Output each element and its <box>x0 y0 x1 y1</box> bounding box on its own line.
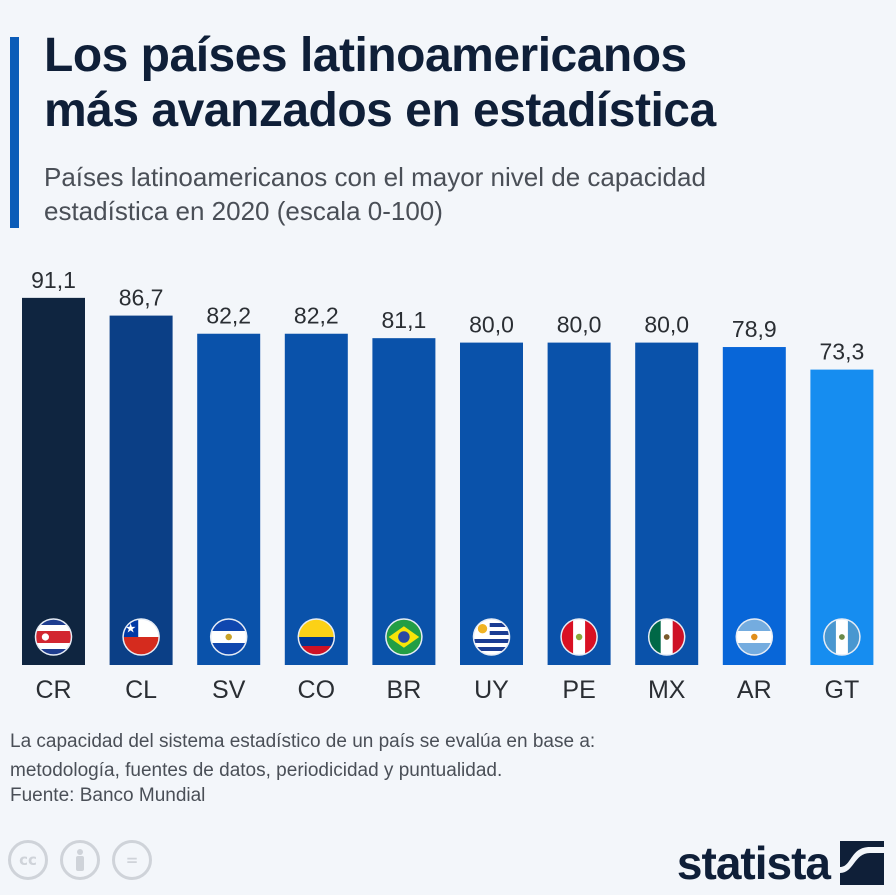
x-tick-label-sv: SV <box>212 676 246 704</box>
brazil-flag-icon <box>385 618 423 656</box>
bar-sv <box>197 333 261 665</box>
bar-uy <box>460 342 523 665</box>
bar-chart: 91,1 CR 86,7 ★ CL 82,2 SV 82,2 CO 81,1 BR 80,0 UY 80,… <box>22 267 874 704</box>
title-accent-bar <box>10 37 19 228</box>
bar-cl <box>109 315 173 665</box>
argentina-flag-icon <box>735 618 774 656</box>
svg-text:★: ★ <box>125 621 136 636</box>
value-label-ar: 78,9 <box>732 316 777 342</box>
value-label-sv: 82,2 <box>206 303 251 329</box>
x-tick-label-br: BR <box>387 676 422 704</box>
x-tick-label-co: CO <box>298 676 336 704</box>
bar-br <box>372 338 436 665</box>
subtitle: Países latinoamericanos con el mayor niv… <box>44 160 894 228</box>
chile-flag-icon: ★ <box>122 618 160 656</box>
x-tick-label-ar: AR <box>737 676 772 704</box>
value-label-gt: 73,3 <box>820 339 865 365</box>
person-icon <box>76 849 84 871</box>
colombia-flag-icon <box>297 618 336 656</box>
attribution-icon[interactable] <box>60 840 100 880</box>
subtitle-line-1: Países latinoamericanos con el mayor niv… <box>44 162 706 192</box>
page-title: Los países latinoamericanos más avanzado… <box>44 28 894 138</box>
mexico-flag-icon <box>647 618 686 656</box>
value-label-cl: 86,7 <box>119 285 164 311</box>
title-line-2: más avanzados en estadística <box>44 84 716 137</box>
value-label-br: 81,1 <box>382 307 427 333</box>
x-tick-label-cr: CR <box>35 676 71 704</box>
license-icons: cc = <box>8 840 152 880</box>
footnote-line-1: La capacidad del sistema estadístico de … <box>10 731 596 752</box>
bar-gt <box>810 369 874 665</box>
logo-text: statista <box>676 837 831 889</box>
footnote: La capacidad del sistema estadístico de … <box>10 727 880 785</box>
title-line-1: Los países latinoamericanos <box>44 29 687 82</box>
bar-mx <box>635 342 699 665</box>
x-tick-label-uy: UY <box>474 676 509 704</box>
value-label-co: 82,2 <box>294 303 339 329</box>
value-label-mx: 80,0 <box>644 312 689 338</box>
value-label-pe: 80,0 <box>557 312 602 338</box>
statista-logo[interactable]: statista <box>677 838 884 888</box>
bar-pe <box>547 342 611 665</box>
peru-flag-icon <box>560 618 598 656</box>
value-label-uy: 80,0 <box>469 312 514 338</box>
x-tick-label-cl: CL <box>125 676 157 704</box>
el-salvador-flag-icon <box>209 618 248 656</box>
source-text: Fuente: Banco Mundial <box>10 785 206 806</box>
bar-co <box>284 333 348 665</box>
bar-cr <box>22 297 85 665</box>
value-label-cr: 91,1 <box>31 267 76 293</box>
footnote-line-2: metodología, fuentes de datos, periodici… <box>10 760 503 781</box>
bar-ar <box>722 347 786 665</box>
creative-commons-icon[interactable]: cc <box>8 840 48 880</box>
uruguay-flag-icon <box>472 618 511 656</box>
statista-logo-icon <box>840 841 884 885</box>
no-derivatives-icon[interactable]: = <box>112 840 152 880</box>
guatemala-flag-icon <box>823 618 861 656</box>
costa-rica-flag-icon <box>34 618 73 656</box>
x-tick-label-gt: GT <box>825 676 860 704</box>
x-tick-label-pe: PE <box>562 676 595 704</box>
subtitle-line-2: estadística en 2020 (escala 0-100) <box>44 196 443 226</box>
x-tick-label-mx: MX <box>648 676 686 704</box>
